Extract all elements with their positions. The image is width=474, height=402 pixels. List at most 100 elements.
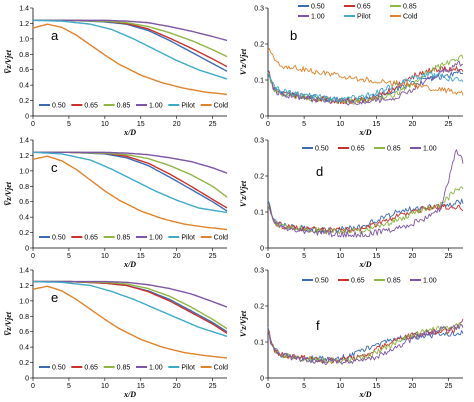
x-tick-label: 20 bbox=[173, 253, 181, 260]
legend-label: 1.00 bbox=[149, 365, 163, 372]
series-line-0-65 bbox=[33, 280, 228, 334]
legend-label: 0.50 bbox=[52, 103, 66, 110]
panel-c: 0 0.2 0.4 0.6 0.8 1.0 1.2 1.4 0 5 10 15 20 25 x/D V̅z/V… bbox=[4, 138, 228, 270]
x-axis-label: x/D bbox=[123, 128, 136, 137]
legend: 0.50 0.65 0.85 1.00 Pilot Cold bbox=[39, 103, 228, 110]
x-tick-label: 10 bbox=[336, 121, 344, 128]
y-axis-label: V'z/Vjet bbox=[239, 180, 248, 207]
y-tick-label: 0.2 bbox=[19, 230, 29, 237]
y-tick-label: 0.2 bbox=[254, 174, 264, 181]
x-tick-label: 25 bbox=[445, 253, 453, 260]
panel-letter: e bbox=[51, 290, 58, 305]
legend: 0.50 0.65 0.85 1.00 bbox=[302, 278, 437, 285]
legend-label: 1.00 bbox=[423, 278, 437, 285]
y-axis-label: V'z/Vjet bbox=[239, 310, 248, 337]
y-axis-label: V̅z/Vjet bbox=[4, 311, 13, 336]
y-tick-label: 0.8 bbox=[19, 184, 29, 191]
y-tick-label: 0.2 bbox=[19, 360, 29, 367]
series-line-1-00 bbox=[33, 19, 228, 42]
series-line-0-65 bbox=[267, 66, 464, 105]
x-axis-label: x/D bbox=[123, 260, 136, 269]
x-tick-label: 10 bbox=[101, 383, 109, 390]
series-line-1-00 bbox=[33, 151, 228, 174]
y-tick-label: 0 bbox=[25, 114, 29, 121]
legend: 0.50 0.65 0.85 1.00 Pilot Cold bbox=[39, 235, 228, 242]
y-tick-label: 0.6 bbox=[19, 199, 29, 206]
series-line-1-00 bbox=[267, 149, 464, 238]
x-tick-label: 15 bbox=[372, 383, 380, 390]
legend-label: Cold bbox=[214, 103, 229, 110]
y-tick-label: 0.1 bbox=[254, 340, 264, 347]
y-tick-label: 0 bbox=[260, 246, 264, 253]
x-tick-label: 15 bbox=[137, 121, 145, 128]
legend-label: Cold bbox=[403, 14, 418, 21]
legend-label: 0.65 bbox=[351, 278, 365, 285]
legend-label: 0.65 bbox=[84, 235, 98, 242]
x-tick-label: 15 bbox=[137, 383, 145, 390]
y-tick-label: 0.1 bbox=[254, 210, 264, 217]
x-tick-label: 20 bbox=[409, 383, 417, 390]
legend-label: Pilot bbox=[357, 14, 371, 21]
y-axis-label: V̅z/Vjet bbox=[4, 181, 13, 206]
panel-e: 0 0.2 0.4 0.6 0.8 1.0 1.2 1.4 0 5 10 15 20 25 x/D V̅z/V… bbox=[4, 268, 228, 400]
x-tick-label: 5 bbox=[67, 253, 71, 260]
y-tick-label: 0.3 bbox=[254, 6, 264, 13]
x-tick-label: 15 bbox=[372, 253, 380, 260]
x-tick-label: 0 bbox=[266, 383, 270, 390]
series-line-cold bbox=[32, 155, 228, 231]
y-tick-label: 1.0 bbox=[19, 168, 29, 175]
y-tick-label: 0.8 bbox=[19, 52, 29, 59]
series-line-1-00 bbox=[267, 323, 464, 365]
y-tick-label: 0.4 bbox=[19, 215, 29, 222]
legend-label: 0.50 bbox=[315, 146, 329, 153]
y-tick-label: 1.0 bbox=[19, 36, 29, 43]
y-tick-label: 0.2 bbox=[19, 98, 29, 105]
panel-f: 0 0.1 0.2 0.3 0 5 10 15 20 25 x/D V'z/Vjet f 0.50 0.65… bbox=[239, 268, 464, 399]
series-line-pilot bbox=[33, 280, 228, 337]
legend-label: 0.85 bbox=[387, 146, 401, 153]
x-tick-label: 0 bbox=[31, 253, 35, 260]
panel-letter: c bbox=[51, 160, 58, 175]
y-tick-label: 0 bbox=[25, 246, 29, 253]
legend-label: 1.00 bbox=[311, 14, 325, 21]
y-axis-label: V̅z/Vjet bbox=[4, 49, 13, 74]
legend-label: Pilot bbox=[181, 235, 195, 242]
legend-label: Pilot bbox=[181, 365, 195, 372]
y-tick-label: 0 bbox=[25, 376, 29, 383]
legend-label: Pilot bbox=[181, 103, 195, 110]
x-axis-label: x/D bbox=[359, 128, 372, 137]
y-tick-label: 0.2 bbox=[254, 304, 264, 311]
series-line-pilot bbox=[267, 71, 464, 103]
x-tick-label: 25 bbox=[445, 383, 453, 390]
x-tick-label: 20 bbox=[409, 253, 417, 260]
x-tick-label: 25 bbox=[209, 121, 217, 128]
y-tick-label: 1.4 bbox=[19, 268, 29, 275]
legend: 0.50 0.65 0.85 1.00 bbox=[302, 146, 437, 153]
x-tick-label: 15 bbox=[137, 253, 145, 260]
legend-label: 0.85 bbox=[403, 4, 417, 11]
legend-label: 0.85 bbox=[117, 365, 131, 372]
series-line-0-50 bbox=[33, 280, 228, 333]
series-line-1-00 bbox=[33, 280, 228, 308]
x-axis-label: x/D bbox=[123, 390, 136, 399]
series-line-0-85 bbox=[267, 322, 464, 365]
x-tick-label: 20 bbox=[173, 121, 181, 128]
y-tick-label: 0.6 bbox=[19, 67, 29, 74]
x-tick-label: 10 bbox=[101, 121, 109, 128]
legend-label: 0.65 bbox=[84, 365, 98, 372]
panel-letter: f bbox=[316, 318, 320, 333]
series-line-0-65 bbox=[267, 203, 464, 233]
y-tick-label: 1.2 bbox=[19, 21, 29, 28]
y-tick-label: 0.3 bbox=[254, 138, 264, 145]
y-tick-label: 0.4 bbox=[19, 345, 29, 352]
y-tick-label: 1.2 bbox=[19, 153, 29, 160]
x-tick-label: 5 bbox=[67, 383, 71, 390]
x-axis-label: x/D bbox=[359, 260, 372, 269]
legend-label: 1.00 bbox=[149, 235, 163, 242]
y-tick-label: 1.0 bbox=[19, 298, 29, 305]
legend-label: 0.65 bbox=[357, 4, 371, 11]
y-tick-label: 0.3 bbox=[254, 268, 264, 275]
panel-letter: b bbox=[290, 28, 297, 43]
legend-label: 0.50 bbox=[52, 365, 66, 372]
